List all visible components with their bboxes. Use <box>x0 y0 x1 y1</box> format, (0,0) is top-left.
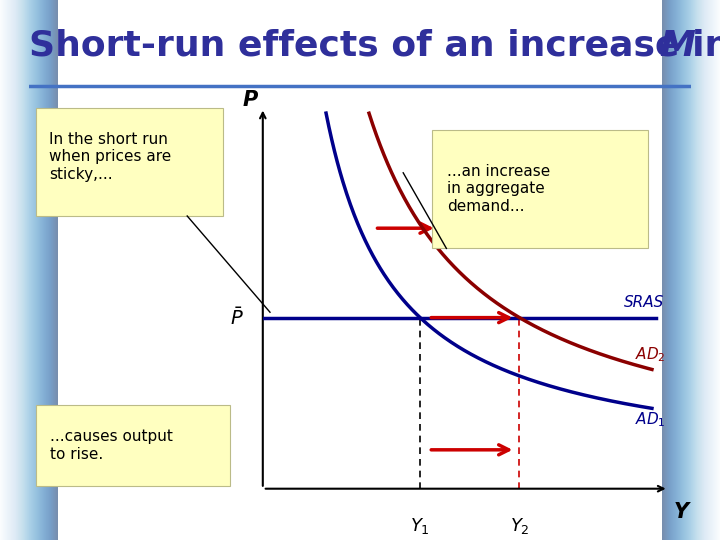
Text: In the short run
when prices are
sticky,...: In the short run when prices are sticky,… <box>49 132 171 181</box>
Text: ...causes output
to rise.: ...causes output to rise. <box>50 429 173 462</box>
Text: Y: Y <box>673 502 688 522</box>
Text: $\mathit{AD}_1$: $\mathit{AD}_1$ <box>635 410 666 429</box>
Text: $\mathit{Y}_2$: $\mathit{Y}_2$ <box>510 516 529 536</box>
Text: SRAS: SRAS <box>624 295 665 309</box>
Text: $\bar{\mathit{P}}$: $\bar{\mathit{P}}$ <box>230 307 244 329</box>
Text: Short-run effects of an increase in: Short-run effects of an increase in <box>29 29 720 63</box>
FancyBboxPatch shape <box>432 130 648 248</box>
Text: $\mathit{AD}_2$: $\mathit{AD}_2$ <box>635 346 666 364</box>
FancyBboxPatch shape <box>36 108 223 216</box>
FancyBboxPatch shape <box>36 405 230 486</box>
Text: M: M <box>659 29 695 63</box>
Text: P: P <box>243 90 258 110</box>
Text: $\mathit{Y}_1$: $\mathit{Y}_1$ <box>410 516 430 536</box>
Text: ...an increase
in aggregate
demand...: ...an increase in aggregate demand... <box>447 164 550 214</box>
